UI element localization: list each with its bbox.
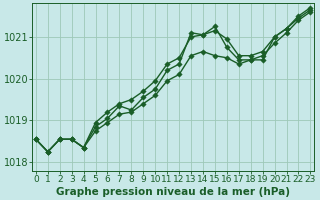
X-axis label: Graphe pression niveau de la mer (hPa): Graphe pression niveau de la mer (hPa) <box>56 187 290 197</box>
